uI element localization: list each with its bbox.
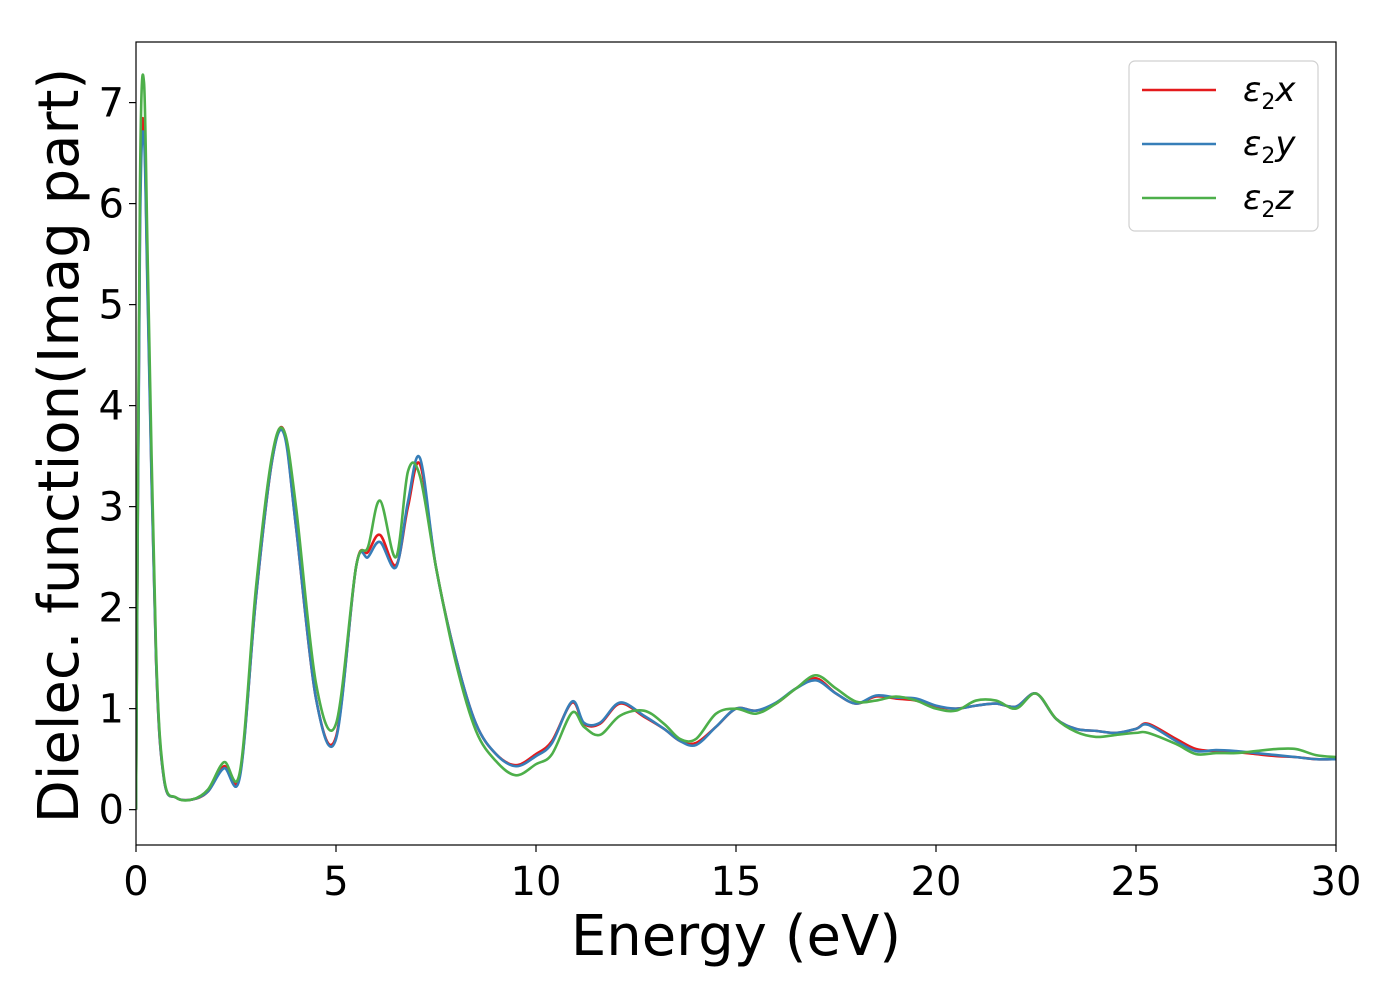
y-tick-label: 4 bbox=[99, 384, 124, 430]
legend-box bbox=[1128, 60, 1319, 232]
x-tick-label: 15 bbox=[711, 859, 762, 905]
series-lines bbox=[136, 73, 1336, 810]
y-tick-label: 0 bbox=[99, 788, 124, 834]
x-tick-label: 25 bbox=[1111, 859, 1162, 905]
x-tick-label: 20 bbox=[911, 859, 962, 905]
legend-label-x: ε2x bbox=[1243, 70, 1296, 115]
legend-series-name: x bbox=[1274, 70, 1296, 110]
legend: ε2x ε2y ε2z bbox=[1128, 60, 1319, 232]
y-tick-label: 2 bbox=[99, 586, 124, 632]
legend-series-name: y bbox=[1274, 124, 1296, 164]
x-tick-label: 5 bbox=[323, 859, 348, 905]
y-tick-label: 1 bbox=[99, 687, 124, 733]
x-tick-label: 10 bbox=[511, 859, 562, 905]
y-tick-label: 5 bbox=[99, 283, 124, 329]
series-line-y bbox=[136, 130, 1336, 810]
legend-label-z: ε2z bbox=[1243, 178, 1294, 223]
y-tick-label: 6 bbox=[99, 182, 124, 228]
legend-series-name: z bbox=[1274, 178, 1294, 218]
y-tick-label: 3 bbox=[99, 485, 124, 531]
series-line-z bbox=[136, 73, 1336, 810]
x-tick-label: 0 bbox=[123, 859, 148, 905]
y-axis-ticks: 0 1 2 3 4 5 6 7 bbox=[99, 81, 136, 834]
y-tick-label: 7 bbox=[99, 81, 124, 127]
x-axis-title: Energy (eV) bbox=[571, 904, 901, 969]
x-axis-ticks: 0 5 10 15 20 25 30 bbox=[123, 845, 1361, 905]
legend-label-y: ε2y bbox=[1243, 124, 1296, 169]
x-tick-label: 30 bbox=[1311, 859, 1362, 905]
y-axis-title: Dielec. function(Imag part) bbox=[27, 68, 92, 824]
